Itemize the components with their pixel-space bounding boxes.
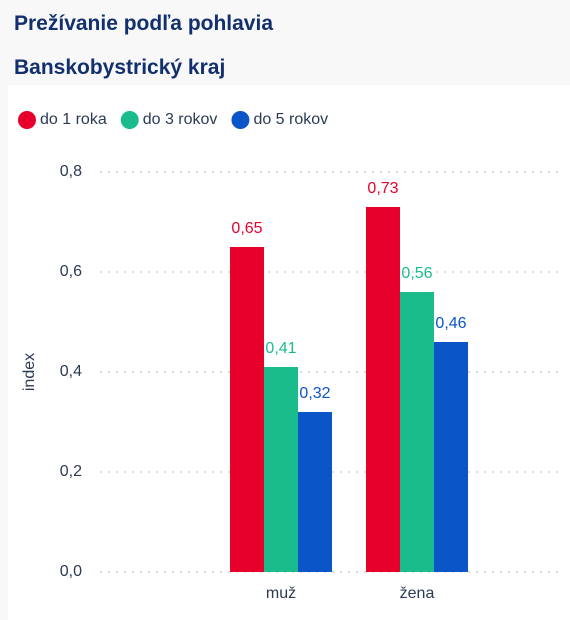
legend-marker	[18, 111, 36, 129]
y-tick-label: 0,8	[60, 163, 82, 180]
y-tick-label: 0,0	[60, 563, 82, 580]
data-label: 0,73	[367, 180, 398, 197]
y-tick-label: 0,2	[60, 463, 82, 480]
x-tick-label: žena	[400, 585, 435, 602]
bar	[230, 247, 264, 572]
y-axis-label: index	[21, 353, 38, 391]
chart-title: Prežívanie podľa pohlavia	[14, 12, 273, 35]
bar	[366, 207, 400, 572]
data-label: 0,32	[299, 385, 330, 402]
data-label: 0,56	[401, 265, 432, 282]
data-label: 0,46	[435, 315, 466, 332]
legend-label: do 5 rokov	[253, 111, 328, 128]
data-label: 0,65	[231, 220, 262, 237]
bar	[264, 367, 298, 572]
bar	[400, 292, 434, 572]
y-tick-label: 0,4	[60, 363, 82, 380]
legend-label: do 3 rokov	[143, 111, 218, 128]
x-tick-label: muž	[266, 585, 296, 602]
legend-marker	[120, 111, 139, 129]
legend-marker	[231, 111, 250, 129]
bar	[434, 342, 468, 572]
chart-subtitle: Banskobystrický kraj	[14, 56, 225, 79]
legend-label: do 1 roka	[40, 111, 107, 128]
data-label: 0,41	[265, 340, 296, 357]
y-tick-label: 0,6	[60, 263, 82, 280]
bar	[298, 412, 332, 572]
